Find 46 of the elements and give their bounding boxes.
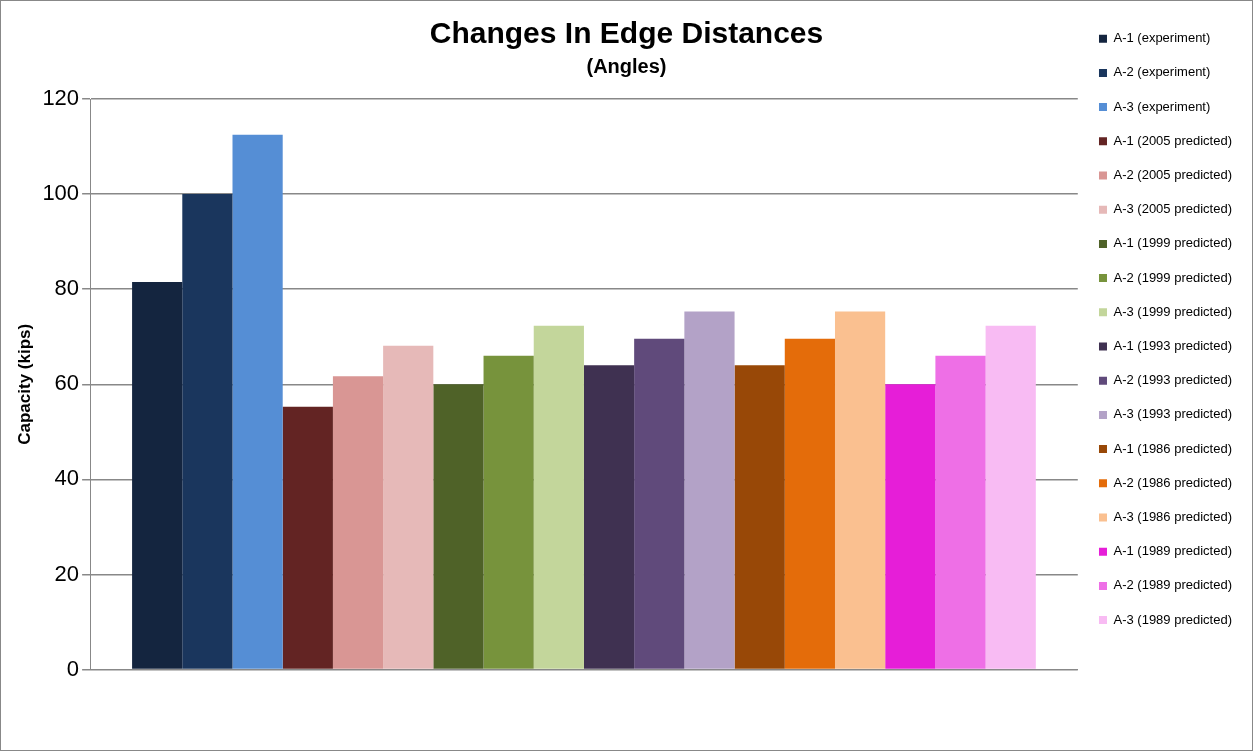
bar	[282, 406, 333, 669]
legend-label: A-1 (1999 predicted)	[1113, 235, 1232, 251]
y-tick-label: 80	[54, 275, 80, 301]
bar	[583, 365, 635, 669]
chart-title: Changes In Edge Distances	[429, 16, 824, 50]
y-axis-title: Capacity (kips)	[14, 323, 34, 445]
legend-label: A-1 (1986 predicted)	[1113, 440, 1232, 456]
bar	[433, 384, 484, 669]
bar	[935, 355, 986, 669]
bar	[885, 384, 936, 669]
bar	[383, 345, 434, 669]
y-tick-label: 0	[66, 655, 80, 681]
y-tick-label: 40	[54, 465, 80, 491]
y-tick-label: 100	[42, 180, 80, 206]
legend-label: A-3 (1986 predicted)	[1113, 509, 1232, 525]
bar	[734, 365, 785, 669]
legend-label: A-3 (1999 predicted)	[1113, 303, 1232, 319]
bar	[684, 311, 735, 669]
legend-label: A-3 (experiment)	[1113, 98, 1211, 114]
bar	[533, 325, 584, 669]
legend-label: A-1 (experiment)	[1113, 30, 1211, 46]
legend-label: A-3 (1989 predicted)	[1113, 611, 1232, 627]
bar	[232, 134, 283, 669]
bar	[834, 311, 886, 669]
legend-label: A-1 (1993 predicted)	[1113, 338, 1232, 354]
legend-label: A-3 (2005 predicted)	[1113, 201, 1232, 217]
legend-label: A-3 (1993 predicted)	[1113, 406, 1232, 422]
legend-label: A-2 (1993 predicted)	[1113, 372, 1232, 388]
bar	[985, 325, 1036, 669]
bar	[634, 338, 685, 669]
y-tick-label: 60	[54, 370, 80, 396]
legend-label: A-2 (1989 predicted)	[1113, 577, 1232, 593]
bar	[332, 376, 384, 669]
bar	[132, 282, 183, 669]
legend-label: A-1 (1989 predicted)	[1113, 543, 1232, 559]
bar	[483, 355, 534, 669]
bar	[784, 338, 835, 669]
legend-label: A-1 (2005 predicted)	[1113, 132, 1232, 148]
y-tick-label: 120	[42, 85, 80, 111]
legend-label: A-2 (2005 predicted)	[1113, 167, 1232, 183]
legend-label: A-2 (experiment)	[1113, 64, 1211, 80]
y-tick-label: 20	[54, 560, 80, 586]
legend-label: A-2 (1999 predicted)	[1113, 269, 1232, 285]
legend-label: A-2 (1986 predicted)	[1113, 474, 1232, 490]
bar	[182, 194, 233, 669]
chart-subtitle: (Angles)	[586, 54, 667, 77]
